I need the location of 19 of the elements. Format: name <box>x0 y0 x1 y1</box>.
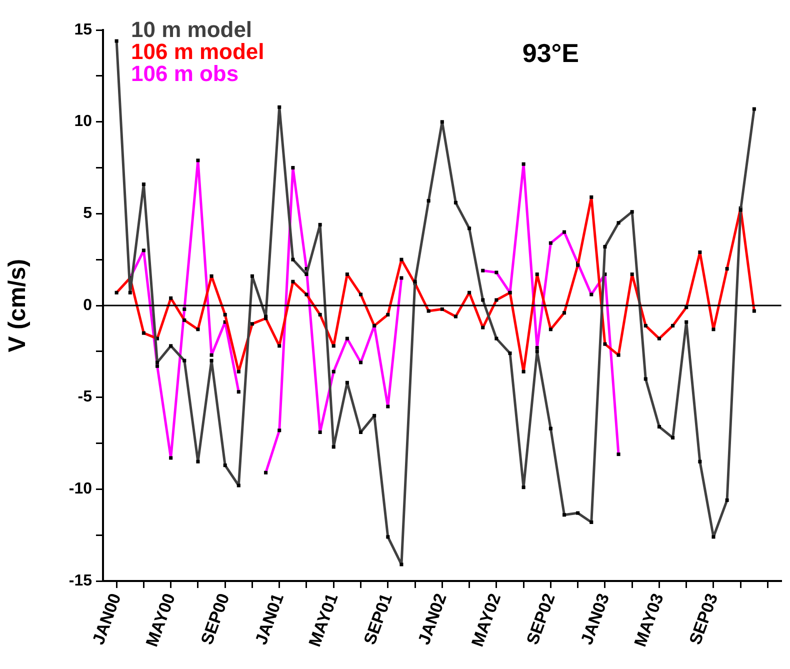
chart-title: 93°E <box>522 38 580 68</box>
y-tick-label: -15 <box>68 572 92 590</box>
y-tick-label: 15 <box>74 21 92 38</box>
y-tick-label: -5 <box>78 388 92 406</box>
y-tick-label: 5 <box>83 205 92 222</box>
y-tick-label: -10 <box>68 480 92 498</box>
y-tick-label: 0 <box>83 296 92 314</box>
x-tick-label: SEP03 <box>686 590 722 648</box>
x-tick-label: MAY00 <box>142 590 179 650</box>
x-tick-label: JAN00 <box>88 590 125 648</box>
x-tick-label: JAN03 <box>577 590 614 648</box>
x-tick-label: MAY03 <box>630 590 668 650</box>
x-tick-label: SEP00 <box>197 590 234 648</box>
x-tick-label: SEP02 <box>522 590 559 648</box>
x-tick-label: JAN01 <box>252 590 288 648</box>
y-tick-label: 10 <box>74 113 92 130</box>
y-axis-title: V (cm/s) <box>4 258 32 352</box>
x-tick-label: JAN02 <box>414 590 450 648</box>
x-tick-label: SEP01 <box>360 590 396 648</box>
